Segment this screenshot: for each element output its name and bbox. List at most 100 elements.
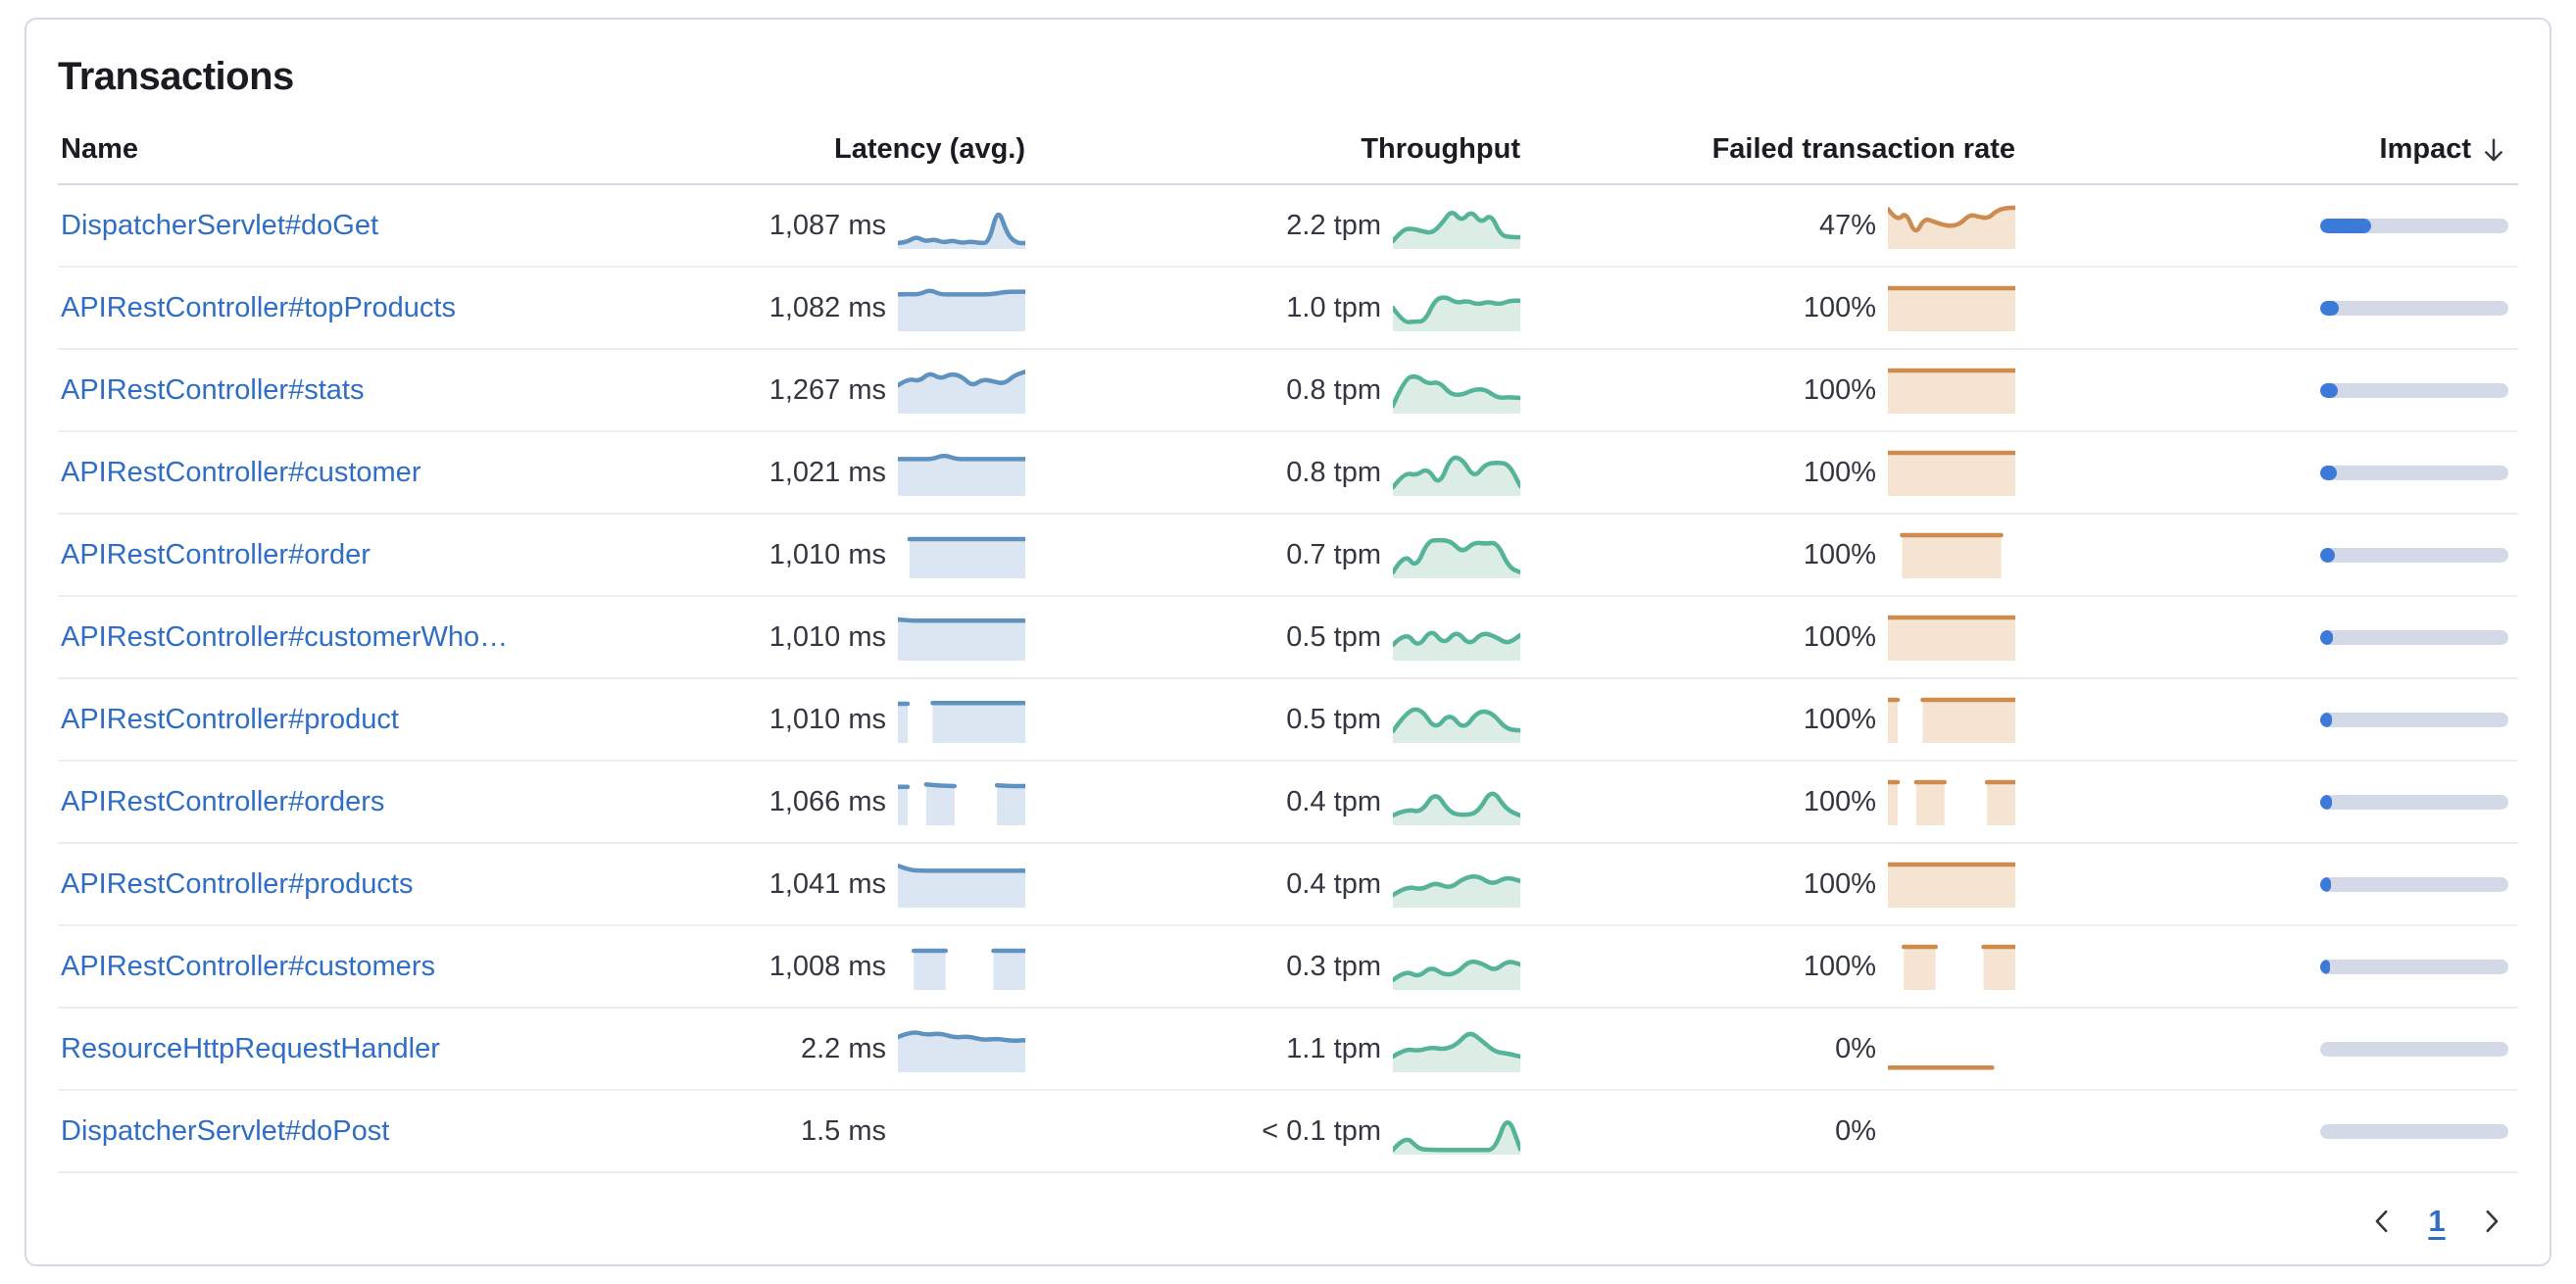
failed-rate-value: 100% — [1803, 703, 1876, 735]
latency-sparkline — [898, 212, 1025, 249]
failed-rate-cell: 100% — [1520, 861, 2015, 908]
latency-cell: 1,082 ms — [731, 284, 1025, 331]
pagination-prev-button[interactable] — [2359, 1199, 2404, 1244]
impact-bar — [2320, 1041, 2508, 1057]
pagination-page-1-button[interactable]: 1 — [2414, 1199, 2459, 1244]
latency-sparkline — [898, 782, 1025, 825]
latency-value: 1,021 ms — [768, 456, 886, 488]
throughput-value: 0.4 tpm — [1286, 867, 1381, 900]
throughput-cell: 0.3 tpm — [1025, 943, 1520, 990]
transaction-link[interactable]: APIRestController#stats — [61, 373, 365, 406]
failed-rate-cell: 100% — [1520, 778, 2015, 825]
transaction-link[interactable]: APIRestController#order — [61, 538, 371, 570]
latency-cell: 1,066 ms — [731, 778, 1025, 825]
transactions-table: Name Latency (avg.) Throughput Failed tr… — [58, 114, 2518, 1173]
latency-value: 1,082 ms — [768, 291, 886, 323]
throughput-value: 0.3 tpm — [1286, 950, 1381, 982]
failed-rate-cell: 100% — [1520, 696, 2015, 743]
transaction-link[interactable]: APIRestController#orders — [61, 785, 385, 817]
throughput-cell: 2.2 tpm — [1025, 202, 1520, 249]
throughput-value: 2.2 tpm — [1286, 209, 1381, 241]
latency-value: 1,010 ms — [768, 703, 886, 735]
table-row: APIRestController#customer 1,021 ms 0.8 tp… — [58, 432, 2518, 515]
transaction-link[interactable]: APIRestController#topProducts — [61, 291, 456, 323]
throughput-cell: 0.5 tpm — [1025, 696, 1520, 743]
sort-descending-icon — [2479, 135, 2508, 165]
name-cell: APIRestController#orders — [58, 786, 731, 818]
column-header-latency[interactable]: Latency (avg.) — [834, 133, 1025, 165]
transaction-link[interactable]: APIRestController#customerWho… — [61, 620, 509, 653]
table-body: DispatcherServlet#doGet 1,087 ms 2.2 tpm 47… — [58, 185, 2518, 1173]
latency-sparkline — [898, 369, 1025, 414]
latency-cell: 1,010 ms — [731, 531, 1025, 578]
failed-rate-cell: 47% — [1520, 202, 2015, 249]
name-cell: APIRestController#customers — [58, 951, 731, 983]
throughput-sparkline — [1393, 707, 1520, 743]
latency-value: 1,010 ms — [768, 620, 886, 653]
throughput-cell: 0.8 tpm — [1025, 367, 1520, 414]
latency-cell: 1,267 ms — [731, 367, 1025, 414]
failed-rate-value: 47% — [1818, 209, 1876, 241]
latency-cell: 1,021 ms — [731, 449, 1025, 496]
table-row: APIRestController#order 1,010 ms 0.7 tpm 10… — [58, 515, 2518, 597]
latency-value: 1,008 ms — [768, 950, 886, 982]
throughput-sparkline — [1393, 630, 1520, 661]
throughput-value: 0.8 tpm — [1286, 456, 1381, 488]
pagination: 1 — [58, 1199, 2518, 1244]
throughput-sparkline — [1393, 791, 1520, 825]
column-header-name: Name — [61, 133, 138, 165]
transaction-link[interactable]: DispatcherServlet#doGet — [61, 209, 378, 241]
impact-bar-fill — [2320, 959, 2330, 974]
throughput-sparkline — [1393, 455, 1520, 496]
latency-value: 1,066 ms — [768, 785, 886, 817]
transaction-link[interactable]: APIRestController#customer — [61, 456, 421, 488]
failed-rate-value: 0% — [1835, 1032, 1876, 1064]
table-row: APIRestController#product 1,010 ms 0.5 tpm… — [58, 679, 2518, 762]
table-row: APIRestController#customerWho… 1,010 ms 0.… — [58, 597, 2518, 679]
throughput-sparkline — [1393, 211, 1520, 249]
failed-rate-sparkline — [1888, 697, 2015, 743]
table-row: APIRestController#products 1,041 ms 0.4 tp… — [58, 844, 2518, 926]
name-cell: APIRestController#stats — [58, 374, 731, 407]
latency-sparkline — [898, 617, 1025, 661]
impact-bar — [2320, 876, 2508, 892]
failed-rate-sparkline — [1888, 368, 2015, 414]
column-header-impact[interactable]: Impact — [2015, 114, 2518, 183]
column-header-impact-label: Impact — [2379, 133, 2471, 165]
transaction-link[interactable]: ResourceHttpRequestHandler — [61, 1032, 440, 1064]
pagination-next-button[interactable] — [2469, 1199, 2514, 1244]
transaction-link[interactable]: APIRestController#customers — [61, 950, 435, 982]
latency-sparkline — [912, 948, 1025, 990]
failed-rate-cell: 100% — [1520, 943, 2015, 990]
name-cell: APIRestController#topProducts — [58, 292, 731, 324]
failed-rate-sparkline — [1888, 862, 2015, 908]
failed-rate-value: 100% — [1803, 620, 1876, 653]
throughput-value: 0.5 tpm — [1286, 703, 1381, 735]
impact-bar-fill — [2320, 547, 2336, 563]
impact-bar — [2320, 1123, 2508, 1139]
name-cell: APIRestController#customerWho… — [58, 621, 731, 654]
panel-title: Transactions — [58, 55, 294, 98]
latency-sparkline — [898, 863, 1025, 908]
throughput-cell: < 0.1 tpm — [1025, 1108, 1520, 1155]
column-header-throughput[interactable]: Throughput — [1361, 133, 1520, 165]
table-row: APIRestController#customers 1,008 ms 0.3 t… — [58, 926, 2518, 1009]
name-cell: APIRestController#product — [58, 704, 731, 736]
failed-rate-sparkline — [1888, 285, 2015, 331]
latency-value: 1.5 ms — [800, 1114, 886, 1147]
table-row: APIRestController#topProducts 1,082 ms 1.0… — [58, 268, 2518, 350]
name-cell: APIRestController#customer — [58, 457, 731, 489]
transaction-link[interactable]: DispatcherServlet#doPost — [61, 1114, 390, 1147]
throughput-value: 0.7 tpm — [1286, 538, 1381, 570]
name-cell: DispatcherServlet#doPost — [58, 1115, 731, 1148]
failed-rate-sparkline — [1888, 205, 2015, 249]
throughput-cell: 0.7 tpm — [1025, 531, 1520, 578]
column-header-failed-rate[interactable]: Failed transaction rate — [1711, 133, 2015, 165]
impact-cell — [2015, 629, 2518, 645]
failed-rate-cell: 100% — [1520, 367, 2015, 414]
transaction-link[interactable]: APIRestController#product — [61, 703, 399, 735]
impact-cell — [2015, 547, 2518, 563]
impact-bar-fill — [2320, 382, 2339, 398]
impact-cell — [2015, 1123, 2518, 1139]
transaction-link[interactable]: APIRestController#products — [61, 867, 414, 900]
